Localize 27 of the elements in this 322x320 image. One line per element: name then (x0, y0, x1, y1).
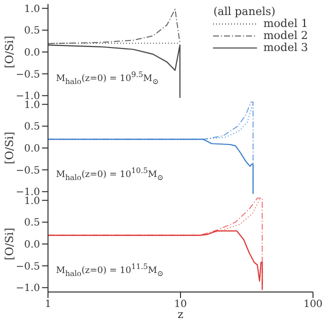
x-axis-title: z (178, 308, 184, 320)
legend-label: model 3 (263, 41, 308, 54)
y-tick-label: 0.5 (24, 122, 40, 133)
annotation: M$_{halo}$(z=0) = 10$^{11.5}$M$_{⊙}$ (56, 262, 164, 278)
y-tick-label: 0.0 (24, 144, 40, 155)
legend-label: model 1 (263, 17, 308, 30)
y-axis-title: [O/Si] (2, 132, 16, 164)
annotation: M$_{halo}$(z=0) = 10$^{10.5}$M$_{⊙}$ (56, 166, 164, 182)
y-tick-label: −0.5 (16, 165, 40, 176)
y-tick-label: 1.0 (24, 4, 40, 15)
y-tick-label: 0.0 (24, 48, 40, 59)
y-tick-label: −0.5 (16, 69, 40, 80)
y-tick-label: 0.5 (24, 218, 40, 229)
annotation: M$_{halo}$(z=0) = 10$^{9.5}$M$_{⊙}$ (56, 70, 159, 86)
y-tick-label: 0.0 (24, 240, 40, 251)
x-tick-label: 10 (174, 299, 187, 310)
y-tick-label: 1.0 (24, 100, 40, 111)
x-tick-label: 1 (44, 299, 52, 310)
y-axis-title: [O/Si] (2, 36, 16, 68)
x-tick-label: 100 (303, 299, 322, 310)
y-axis-title: [O/Si] (2, 228, 16, 260)
legend-label: model 2 (263, 29, 308, 42)
y-tick-label: −1.0 (16, 283, 40, 294)
legend-title: (all panels) (213, 5, 276, 18)
y-tick-label: 1.0 (24, 196, 40, 207)
y-tick-label: −0.5 (16, 261, 40, 272)
y-tick-label: 0.5 (24, 26, 40, 37)
